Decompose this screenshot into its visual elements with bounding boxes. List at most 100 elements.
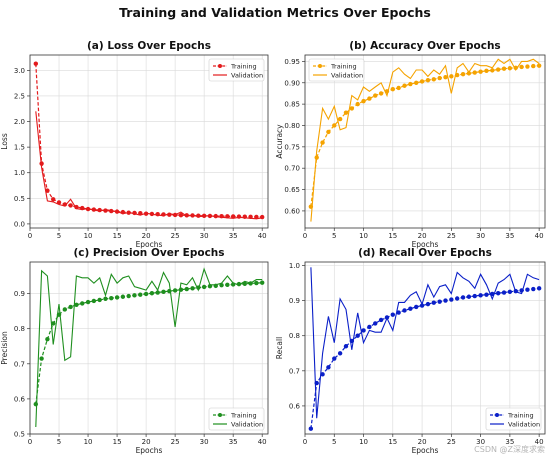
training-point xyxy=(68,203,73,208)
training-point xyxy=(396,85,401,91)
training-point xyxy=(114,295,120,300)
y-tick-label: 0.7 xyxy=(14,360,25,368)
x-tick-label: 40 xyxy=(535,232,544,240)
training-point xyxy=(74,302,79,308)
training-point xyxy=(367,96,372,101)
panel-loss: 0 5 10 15 20 25 30 35 40 0.0 0.5 1.0 1.5 2.0 2.5 3.0 (a)… xyxy=(0,40,269,249)
training-point xyxy=(531,63,536,69)
training-point xyxy=(443,298,448,303)
panel-title: (a) Loss Over Epochs xyxy=(87,40,211,52)
legend-marker-training xyxy=(218,413,222,417)
series-line-training xyxy=(35,282,263,405)
y-tick-label: 0.9 xyxy=(14,290,25,298)
y-tick-label: 0.8 xyxy=(14,325,25,333)
training-point xyxy=(343,344,349,349)
y-tick-label: 3.0 xyxy=(14,67,25,75)
y-tick-label: 0.9 xyxy=(289,297,300,305)
training-point xyxy=(460,295,466,300)
training-point xyxy=(390,312,396,317)
training-point xyxy=(361,98,366,104)
training-point xyxy=(332,123,337,128)
x-axis-label: Epochs xyxy=(412,446,439,455)
axes-frame xyxy=(29,261,269,435)
panel-title: (b) Accuracy Over Epochs xyxy=(349,40,500,52)
x-tick-label: 25 xyxy=(171,232,180,240)
x-tick-label: 30 xyxy=(200,232,209,240)
x-tick-label: 10 xyxy=(359,438,368,446)
plot-area xyxy=(30,55,268,228)
plot-area xyxy=(305,55,545,228)
training-point xyxy=(355,101,360,107)
training-point xyxy=(178,213,184,218)
training-point xyxy=(437,299,442,304)
training-point xyxy=(361,328,366,333)
training-point xyxy=(472,293,477,299)
training-point xyxy=(472,70,477,75)
series-line-validation xyxy=(35,267,263,428)
x-tick-label: 15 xyxy=(388,232,397,240)
x-axis-label: Epochs xyxy=(412,240,439,249)
axes-frame xyxy=(304,261,546,435)
x-tick-label: 15 xyxy=(388,438,397,446)
x-tick-label: 30 xyxy=(476,438,485,446)
x-axis-label: Epochs xyxy=(136,240,163,249)
training-point xyxy=(507,66,513,71)
series-line-training xyxy=(35,63,263,218)
training-point xyxy=(454,296,460,301)
y-tick-label: 1.0 xyxy=(14,169,25,177)
training-point xyxy=(97,297,102,303)
training-point xyxy=(184,286,189,292)
training-point xyxy=(437,75,442,81)
training-point xyxy=(501,66,507,71)
training-point xyxy=(254,214,259,220)
x-tick-label: 25 xyxy=(447,438,456,446)
x-tick-label: 5 xyxy=(332,232,336,240)
training-point xyxy=(431,77,436,82)
x-tick-label: 40 xyxy=(258,438,267,446)
y-axis-label: Accuracy xyxy=(275,124,284,159)
training-point xyxy=(196,213,201,218)
x-tick-label: 15 xyxy=(113,438,122,446)
training-point xyxy=(326,365,331,370)
y-tick-label: 0.95 xyxy=(284,58,300,66)
y-tick-label: 0.8 xyxy=(289,332,300,340)
training-point xyxy=(507,289,513,295)
legend-label: Training xyxy=(330,62,357,70)
training-point xyxy=(460,72,466,77)
training-point xyxy=(531,286,536,292)
training-point xyxy=(201,284,207,290)
training-point xyxy=(495,291,501,296)
training-point xyxy=(478,69,483,74)
training-point xyxy=(161,289,166,295)
training-point xyxy=(349,106,355,111)
x-tick-label: 35 xyxy=(229,438,238,446)
training-point xyxy=(536,63,542,68)
training-point xyxy=(219,282,224,288)
training-point xyxy=(337,116,343,122)
x-tick-label: 20 xyxy=(418,232,427,240)
figure-title: Training and Validation Metrics Over Epo… xyxy=(119,5,431,20)
training-point xyxy=(320,372,325,377)
x-tick-label: 30 xyxy=(200,438,209,446)
training-point xyxy=(378,317,384,323)
y-axis-label: Loss xyxy=(0,133,9,150)
training-point xyxy=(408,81,413,87)
series-line-validation xyxy=(310,58,540,222)
training-point xyxy=(80,301,85,306)
training-point xyxy=(242,281,247,286)
training-point xyxy=(155,290,160,295)
x-tick-label: 0 xyxy=(28,232,32,240)
training-point xyxy=(33,61,39,66)
legend-marker-training xyxy=(318,64,322,68)
training-point xyxy=(126,293,131,299)
training-point xyxy=(68,304,73,310)
x-tick-label: 10 xyxy=(84,438,93,446)
panel-title: (d) Recall Over Epochs xyxy=(358,247,492,259)
training-point xyxy=(259,280,265,285)
y-tick-label: 0.5 xyxy=(14,431,25,439)
